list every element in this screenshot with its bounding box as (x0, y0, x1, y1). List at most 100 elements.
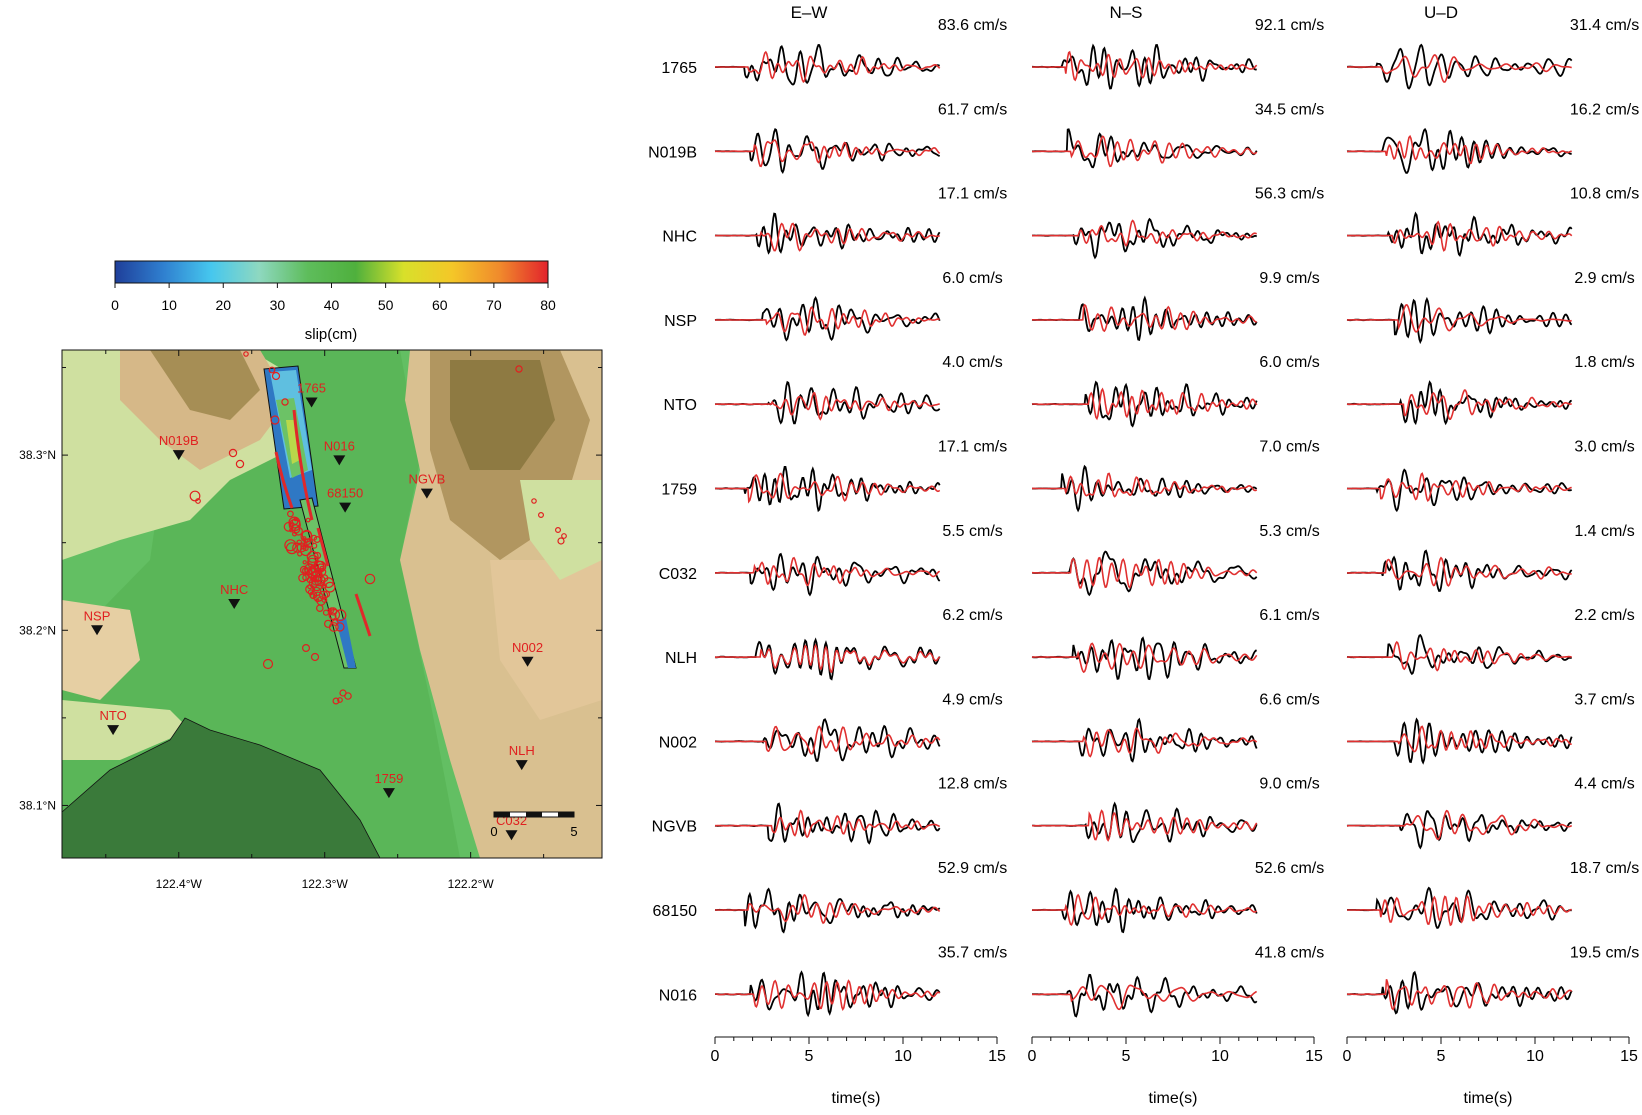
aftershock (305, 517, 311, 523)
aftershock (313, 551, 322, 560)
observed-waveform (1347, 43, 1573, 90)
time-axis-label: time(s) (832, 1090, 881, 1107)
observed-waveform (715, 718, 941, 762)
station-marker (91, 625, 104, 636)
synthetic-waveform (715, 50, 941, 84)
aftershock (323, 590, 331, 598)
synthetic-waveform (714, 893, 941, 925)
peak-amplitude-label: 31.4 cm/s (1570, 17, 1639, 34)
observed-waveform (1032, 128, 1258, 169)
aftershock (557, 537, 565, 545)
station-marker (382, 788, 395, 799)
aftershock (531, 498, 537, 504)
colorbar-ticks: 0 10 20 30 40 50 60 70 80 (111, 283, 556, 313)
station-row-label: NTO (664, 397, 697, 414)
scale-bar-label: 0 (490, 824, 497, 839)
aftershock (281, 398, 289, 406)
colorbar-tick-label: 40 (324, 297, 340, 313)
surface-rupture (274, 409, 372, 637)
aftershock (332, 697, 340, 705)
observed-waveform (715, 380, 941, 425)
station-row-label: NSP (664, 313, 697, 330)
aftershock (310, 652, 320, 662)
observed-waveform (1031, 717, 1258, 763)
aftershock (328, 622, 339, 632)
aftershock (344, 692, 352, 700)
aftershock (315, 570, 323, 578)
time-tick-label: 5 (1437, 1048, 1446, 1065)
map-axes: 38.3°N 38.2°N 38.1°N 122.4°W 122.3°W 122.2°W (19, 350, 602, 891)
time-tick-label: 15 (1620, 1048, 1638, 1065)
rupture-trace (354, 593, 372, 637)
aftershock (315, 604, 324, 613)
time-tick-label: 10 (1211, 1048, 1229, 1065)
synthetic-waveform (1346, 809, 1573, 841)
synthetic-waveform (1346, 979, 1573, 1011)
station-row-label: N016 (659, 987, 697, 1004)
synthetic-waveform (1347, 894, 1572, 927)
observed-waveform (715, 887, 941, 934)
aftershock (302, 643, 311, 652)
peak-amplitude-label: 10.8 cm/s (1570, 186, 1639, 203)
aftershock (319, 590, 329, 600)
colorbar-ramp (114, 260, 549, 284)
synthetic-waveform (715, 643, 941, 674)
aftershock (319, 565, 325, 571)
synthetic-waveform (1032, 303, 1257, 333)
synthetic-waveform (1032, 50, 1258, 82)
peak-amplitude-label: 56.3 cm/s (1255, 186, 1324, 203)
synthetic-waveform (1347, 389, 1572, 421)
synthetic-waveform (1032, 809, 1258, 842)
peak-amplitude-label: 61.7 cm/s (938, 101, 1007, 118)
peak-amplitude-label: 2.2 cm/s (1574, 607, 1634, 624)
synthetic-waveform (714, 472, 941, 504)
aftershock (300, 530, 313, 543)
time-axis-label: time(s) (1149, 1090, 1198, 1107)
peak-amplitude-label: 4.4 cm/s (1574, 776, 1634, 793)
station-row-label: N019B (648, 144, 697, 161)
station-marker (515, 760, 528, 771)
observed-waveform (1032, 887, 1258, 934)
peak-amplitude-label: 83.6 cm/s (938, 17, 1007, 34)
station-row-label: 1765 (661, 60, 697, 77)
observed-waveform (1032, 550, 1258, 597)
station-label: N002 (512, 640, 543, 655)
synthetic-waveform (715, 809, 940, 839)
waveform-panels: E–W N–S U–D 1765 83.6 cm/s 92.1 cm/s 31.4 cm/s… (648, 3, 1639, 1107)
station-row-label: NLH (665, 650, 697, 667)
aftershock (235, 459, 245, 469)
synthetic-waveform (1346, 556, 1572, 587)
aftershock (270, 415, 280, 425)
lat-label: 38.1°N (19, 798, 56, 812)
synthetic-waveform (1347, 54, 1572, 83)
synthetic-waveform (714, 306, 940, 336)
aftershock (321, 597, 328, 603)
synthetic-waveform (1347, 725, 1572, 753)
time-tick-label: 5 (1122, 1048, 1131, 1065)
aftershock (337, 697, 343, 703)
observed-waveform (1346, 810, 1572, 850)
station-row-label: 1759 (661, 482, 697, 499)
station-marker (339, 502, 352, 513)
colorbar-tick-label: 50 (378, 297, 394, 313)
scale-bar-label: 5 (570, 824, 577, 839)
synthetic-waveform (1347, 640, 1572, 672)
observed-waveform (1347, 549, 1573, 593)
synthetic-waveform (1032, 135, 1258, 168)
aftershock (268, 366, 276, 374)
station-marker (107, 725, 120, 736)
aftershock (298, 573, 307, 583)
colorbar-tick-label: 60 (432, 297, 448, 313)
colorbar-tick-label: 80 (540, 297, 556, 313)
colorbar-tick-label: 30 (270, 297, 286, 313)
peak-amplitude-label: 92.1 cm/s (1255, 17, 1324, 34)
peak-amplitude-label: 6.0 cm/s (942, 270, 1002, 287)
peak-amplitude-label: 52.9 cm/s (938, 860, 1007, 877)
peak-amplitude-label: 41.8 cm/s (1255, 944, 1324, 961)
synthetic-waveform (1031, 642, 1258, 674)
aftershock (515, 365, 523, 373)
peak-amplitude-label: 5.5 cm/s (942, 523, 1002, 540)
peak-amplitude-label: 4.0 cm/s (942, 354, 1002, 371)
station-marker (172, 450, 185, 461)
aftershock (561, 533, 567, 539)
